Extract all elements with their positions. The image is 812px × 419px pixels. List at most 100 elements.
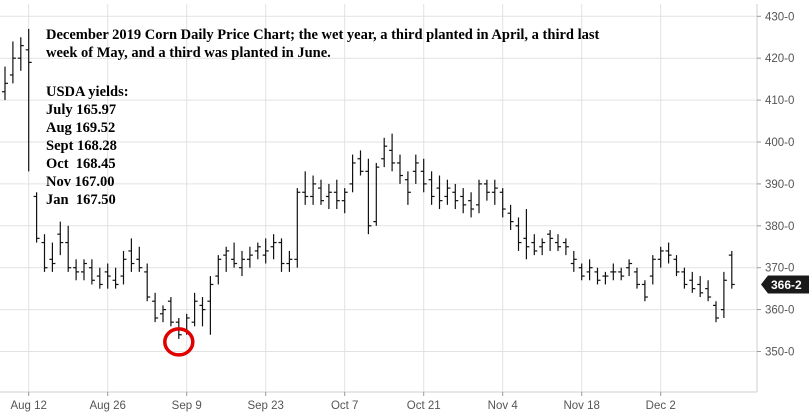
price-tick-label: 360-0 <box>765 305 794 317</box>
ohlc-bar <box>673 255 680 277</box>
ohlc-bar <box>578 263 585 281</box>
ohlc-bar <box>555 234 561 251</box>
price-tick-label: 430-0 <box>765 11 794 23</box>
time-tick-label: Sep 9 <box>172 400 202 412</box>
usda-yield-jan: Jan 167.50 <box>46 192 116 208</box>
time-tick-label: Oct 7 <box>331 400 358 412</box>
ohlc-bar <box>713 301 719 323</box>
ohlc-bar <box>239 250 245 277</box>
price-tick-label: 420-0 <box>765 53 794 65</box>
time-tick-label: Nov 4 <box>488 400 519 412</box>
ohlc-bar <box>720 271 727 318</box>
ohlc-bar <box>444 179 451 205</box>
ohlc-bar <box>207 276 214 335</box>
ohlc-bars <box>2 28 735 339</box>
ohlc-bar <box>262 238 269 264</box>
ohlc-bar <box>602 271 609 285</box>
ohlc-bar <box>215 255 222 285</box>
ohlc-bar <box>17 37 24 71</box>
ohlc-bar <box>586 259 593 281</box>
ohlc-bar <box>49 242 56 272</box>
ohlc-bar <box>41 234 48 272</box>
ohlc-bar <box>270 234 277 260</box>
ohlc-bar <box>152 292 159 323</box>
time-tick-label: Aug 26 <box>89 400 125 412</box>
ohlc-bar <box>136 246 143 272</box>
ohlc-bar <box>641 280 648 302</box>
price-axis-labels: 350-0 360-0 370-0 380-0 390-0 400-0 410-0 420-0… <box>757 11 794 359</box>
ohlc-bar <box>657 246 664 268</box>
ohlc-bar <box>452 183 459 210</box>
ohlc-bar <box>9 41 16 84</box>
ohlc-bar <box>681 267 688 289</box>
time-tick-label: Nov 18 <box>563 400 599 412</box>
ohlc-bar <box>57 221 64 256</box>
ohlc-bar <box>120 250 127 285</box>
price-tick-label: 400-0 <box>765 137 794 149</box>
ohlc-bar <box>65 225 72 272</box>
ohlc-bar <box>112 267 119 289</box>
ohlc-bar <box>333 179 340 210</box>
ohlc-bar <box>570 250 577 272</box>
ohlc-bar <box>223 246 230 272</box>
ohlc-bar <box>25 28 32 172</box>
price-tick-label: 350-0 <box>765 347 794 359</box>
ohlc-bar <box>286 250 293 272</box>
ohlc-bar <box>325 183 332 210</box>
ohlc-bar <box>705 280 712 302</box>
usda-yield-nov: Nov 167.00 <box>46 174 115 190</box>
ohlc-bar <box>81 259 87 281</box>
ohlc-bar <box>499 188 506 218</box>
ohlc-bar <box>594 267 601 285</box>
time-tick-label: Sep 23 <box>247 400 283 412</box>
ohlc-bar <box>626 259 633 277</box>
price-tick-label: 380-0 <box>765 221 794 233</box>
ohlc-bar <box>246 246 253 268</box>
ohlc-bar <box>389 133 396 172</box>
last-price-label: 366-2 <box>771 278 802 292</box>
ohlc-bar <box>160 305 166 323</box>
ohlc-bar <box>318 179 324 205</box>
ohlc-bar <box>404 171 411 205</box>
ohlc-bar <box>728 250 735 289</box>
ohlc-bar <box>531 234 538 256</box>
ohlc-bar <box>294 188 301 268</box>
usda-yields-heading: USDA yields: <box>46 84 129 100</box>
ohlc-bar <box>96 267 103 289</box>
ohlc-bar <box>665 242 672 264</box>
ohlc-bar <box>420 158 427 193</box>
last-price-badge-shape <box>761 275 809 294</box>
ohlc-bar <box>515 217 522 251</box>
ohlc-bar <box>357 150 364 176</box>
ohlc-bar <box>33 192 40 243</box>
ohlc-bar <box>483 179 490 201</box>
ohlc-bar <box>302 171 309 205</box>
ohlc-bar <box>610 263 617 281</box>
ohlc-bar <box>278 238 285 272</box>
ohlc-bar <box>476 179 482 214</box>
ohlc-bar <box>128 238 135 272</box>
ohlc-bar <box>2 66 8 101</box>
ohlc-bar <box>231 242 238 268</box>
time-axis-labels: Aug 12 Aug 26 Sep 9 Sep 23 Oct 7 Oct 21 Nov 4 N… <box>10 392 676 412</box>
usda-yield-sept: Sept 168.28 <box>46 138 117 154</box>
ohlc-bar <box>539 238 546 256</box>
ohlc-bar <box>634 267 640 289</box>
ohlc-bar <box>373 162 380 226</box>
time-tick-label: Aug 12 <box>10 400 46 412</box>
ohlc-bar <box>73 259 80 281</box>
ohlc-bar <box>191 292 198 327</box>
ohlc-bar <box>144 263 151 302</box>
usda-yield-oct: Oct 168.45 <box>46 156 116 172</box>
ohlc-bar <box>310 175 317 205</box>
ohlc-bar <box>397 154 403 184</box>
ohlc-bar <box>104 263 111 289</box>
ohlc-bar <box>428 171 435 205</box>
ohlc-bar <box>199 297 206 327</box>
ohlc-bar <box>547 229 554 251</box>
usda-yields-annotation: USDA yields: July 165.97 Aug 169.52 Sept… <box>46 83 129 209</box>
chart-overlay <box>163 327 195 357</box>
ohlc-bar <box>88 259 95 285</box>
ohlc-bar <box>649 255 656 285</box>
